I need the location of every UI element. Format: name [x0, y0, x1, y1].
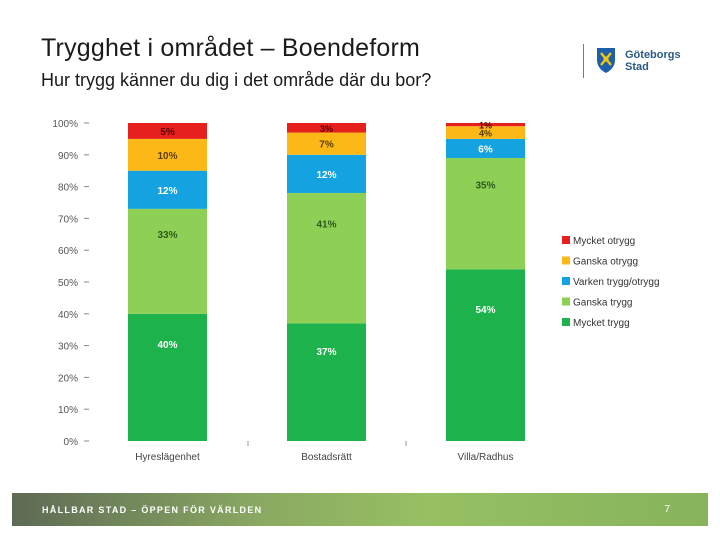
- legend-swatch: [562, 236, 570, 244]
- y-tick-label: 60%: [58, 246, 78, 257]
- data-label: 12%: [157, 186, 177, 197]
- data-label: 12%: [316, 170, 336, 181]
- data-label: 10%: [157, 151, 177, 162]
- page-number: 7: [664, 504, 670, 515]
- legend-label: Mycket trygg: [573, 318, 630, 329]
- logo-text: Göteborgs Stad: [625, 49, 681, 73]
- data-label: 7%: [319, 140, 334, 151]
- slide-subtitle: Hur trygg känner du dig i det område där…: [41, 70, 432, 90]
- data-label: 3%: [320, 124, 333, 134]
- legend-swatch: [562, 277, 570, 285]
- slide-title: Trygghet i området – Boendeform: [41, 34, 421, 62]
- data-label: 5%: [160, 127, 175, 138]
- y-tick-label: 90%: [58, 151, 78, 162]
- bar-segment: [446, 123, 525, 127]
- bar-segment: [128, 138, 207, 171]
- data-label: 4%: [479, 129, 492, 139]
- y-tick-label: 0%: [64, 437, 79, 448]
- x-tick-label: Hyreslägenhet: [135, 452, 200, 463]
- legend-swatch: [562, 318, 570, 326]
- bar-segment: [287, 132, 366, 155]
- y-tick-label: 50%: [58, 278, 78, 289]
- bar-segment: [446, 138, 525, 158]
- bar-segment: [128, 123, 207, 139]
- logo-divider: [583, 44, 584, 78]
- bar-segment: [287, 123, 366, 133]
- legend-label: Mycket otrygg: [573, 236, 635, 247]
- x-tick-label: Bostadsrätt: [301, 452, 352, 463]
- legend-label: Ganska trygg: [573, 298, 632, 309]
- data-labels: 40% 33% 12% 10% 5% 37% 41% 12% 7% 3% 54% 35% 6% 4%1%: [157, 121, 495, 359]
- data-label: 40%: [157, 340, 177, 351]
- data-label: 33%: [157, 230, 177, 241]
- bar-segment: [287, 323, 366, 441]
- y-tick-label: 10%: [58, 405, 78, 416]
- data-label: 6%: [478, 144, 493, 155]
- data-label: 35%: [475, 180, 495, 191]
- data-label: 37%: [316, 347, 336, 358]
- legend-swatch: [562, 297, 570, 306]
- legend: Mycket otrygg Ganska otrygg Varken trygg/o…: [562, 236, 660, 329]
- x-axis: Hyreslägenhet Bostadsrätt Villa/Radhus: [135, 441, 513, 463]
- bar-segment: [128, 170, 207, 209]
- footer-slogan: HÅLLBAR STAD – ÖPPEN FÖR VÄRLDEN: [42, 505, 263, 515]
- bars: [128, 123, 525, 441]
- logo-line-1: Göteborgs: [625, 49, 681, 61]
- goteborgs-stad-logo: Göteborgs Stad: [583, 44, 693, 80]
- y-tick-label: 20%: [58, 373, 78, 384]
- logo-line-2: Stad: [625, 61, 649, 73]
- y-tick-label: 30%: [58, 342, 78, 353]
- data-label: 1%: [479, 121, 492, 131]
- data-label: 54%: [475, 305, 495, 316]
- y-tick-label: 80%: [58, 183, 78, 194]
- crest-icon: [597, 48, 615, 73]
- data-label: 41%: [316, 220, 336, 231]
- footer-banner: HÅLLBAR STAD – ÖPPEN FÖR VÄRLDEN 7: [12, 493, 708, 526]
- bar-segment: [287, 192, 366, 324]
- bar-segment: [446, 157, 525, 270]
- x-tick-label: Villa/Radhus: [458, 452, 514, 463]
- bar-segment: [128, 313, 207, 441]
- y-tick-label: 40%: [58, 310, 78, 321]
- y-tick-label: 100%: [52, 119, 78, 130]
- bar-segment: [446, 269, 525, 441]
- bar-segment: [287, 154, 366, 193]
- legend-label: Ganska otrygg: [573, 257, 638, 268]
- bar-segment: [128, 208, 207, 314]
- legend-label: Varken trygg/otrygg: [573, 277, 660, 288]
- legend-swatch: [562, 256, 570, 265]
- y-axis: 0% 10% 20% 30% 40% 50% 60% 70% 80% 90% 100%: [52, 119, 89, 448]
- stacked-bar-chart: 0% 10% 20% 30% 40% 50% 60% 70% 80% 90% 100% 40% 33%…: [52, 119, 660, 463]
- y-tick-label: 70%: [58, 214, 78, 225]
- bar-segment: [446, 126, 525, 139]
